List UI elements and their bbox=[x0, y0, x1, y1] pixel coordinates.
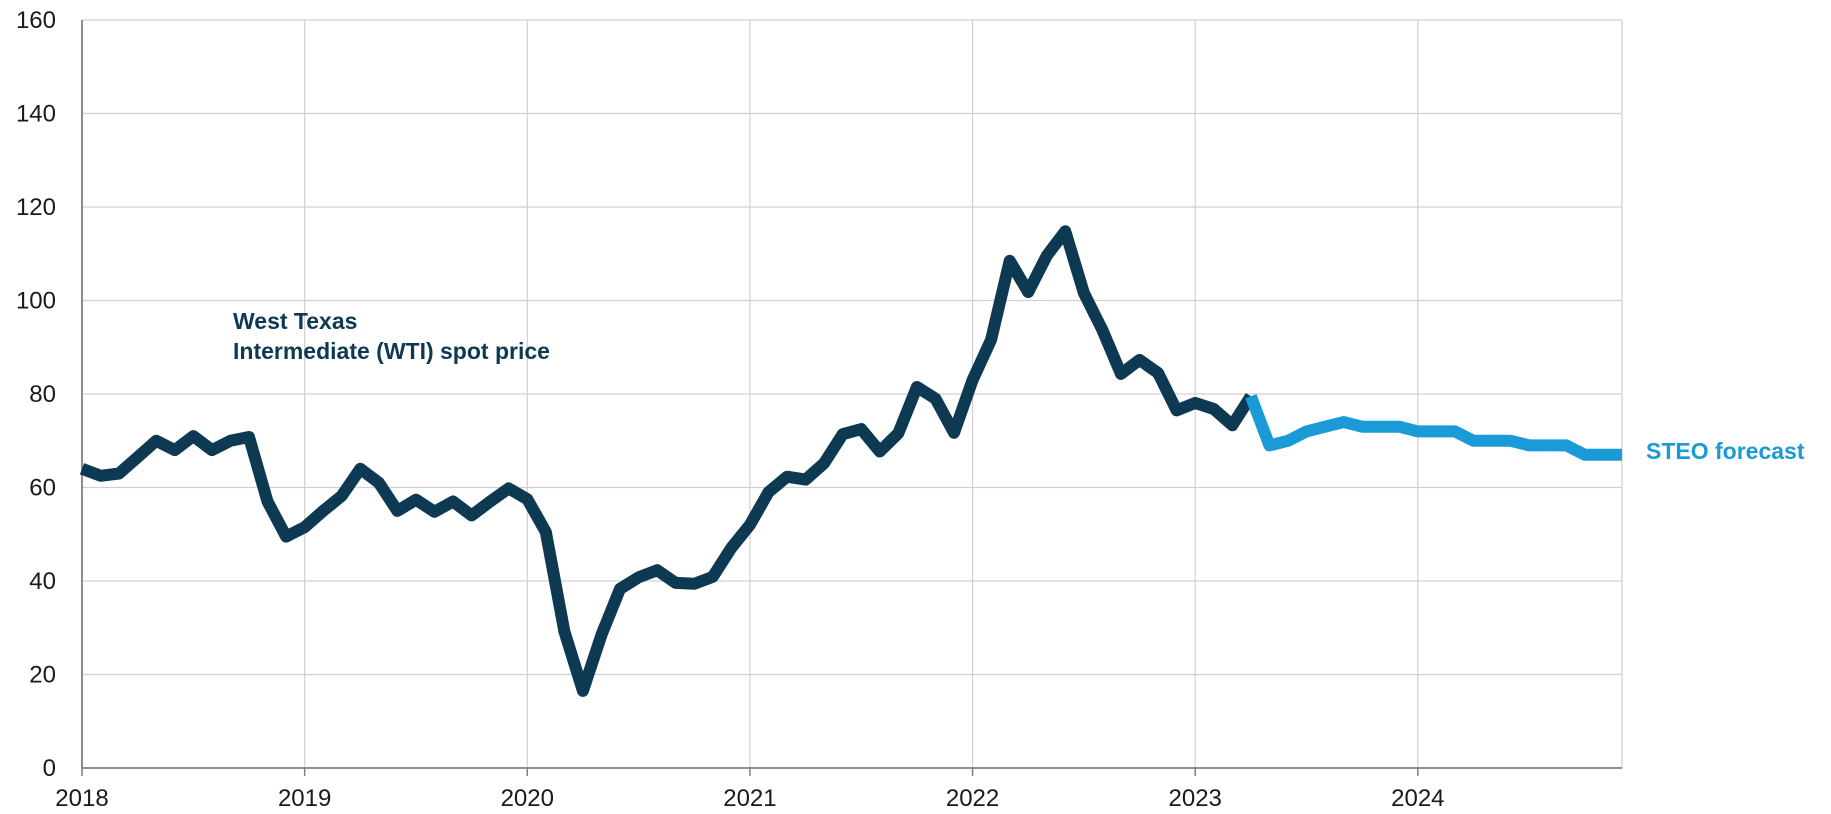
series-lines bbox=[79, 225, 1622, 697]
series-line-forecast bbox=[1245, 394, 1622, 461]
y-tick-label: 140 bbox=[16, 101, 56, 128]
annotation-history: West Texas Intermediate (WTI) spot price bbox=[233, 308, 550, 364]
x-tick-label: 2021 bbox=[723, 785, 776, 812]
x-tick-label: 2023 bbox=[1169, 785, 1222, 812]
y-tick-label: 80 bbox=[29, 381, 56, 408]
gridlines bbox=[82, 19, 1623, 768]
annotation-line: Intermediate (WTI) spot price bbox=[233, 338, 550, 364]
x-tick-label: 2018 bbox=[55, 785, 108, 812]
series-line-history bbox=[79, 225, 1256, 697]
x-tick-label: 2024 bbox=[1391, 785, 1444, 812]
annotation-line: West Texas bbox=[233, 308, 357, 334]
annotation-forecast: STEO forecast bbox=[1646, 438, 1805, 464]
y-tick-label: 60 bbox=[29, 475, 56, 502]
y-tick-label: 20 bbox=[29, 662, 56, 689]
y-tick-label: 40 bbox=[29, 568, 56, 595]
y-tick-label: 0 bbox=[43, 755, 56, 782]
x-tick-label: 2022 bbox=[946, 785, 999, 812]
y-tick-label: 120 bbox=[16, 194, 56, 221]
y-tick-label: 160 bbox=[16, 7, 56, 34]
annotation-line: STEO forecast bbox=[1646, 438, 1805, 464]
axes: 0 20 40 60 80 100 120 140 160 2018 2019 2020 2021 202… bbox=[16, 7, 1622, 812]
series-annotations: West Texas Intermediate (WTI) spot price S… bbox=[233, 308, 1805, 464]
x-tick-label: 2020 bbox=[501, 785, 554, 812]
y-tick-label: 100 bbox=[16, 288, 56, 315]
x-tick-label: 2019 bbox=[278, 785, 331, 812]
